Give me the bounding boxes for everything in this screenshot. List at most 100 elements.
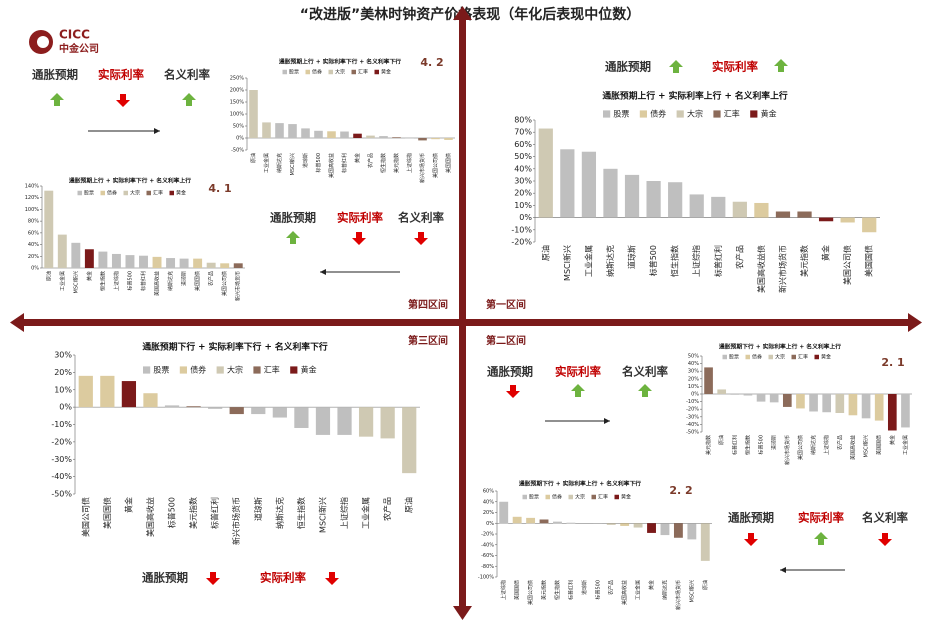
bar: [301, 128, 310, 138]
direction-arrow: [506, 385, 520, 398]
indicator-label: 实际利率: [260, 571, 306, 585]
x-tick-label: 标普500: [315, 153, 322, 173]
x-tick-label: 恒生指数: [296, 497, 306, 529]
y-tick-label: 50%: [514, 152, 532, 161]
indicator-label: 名义利率: [164, 68, 210, 82]
y-tick-label: 0%: [31, 266, 39, 272]
bar: [730, 394, 740, 395]
direction-arrow: [352, 232, 366, 245]
x-tick-label: 美国公司债: [221, 271, 228, 296]
y-tick-label: 10%: [688, 384, 699, 390]
chart-label: 4. 2: [420, 56, 443, 69]
legend-swatch: [814, 354, 819, 360]
indicator-label: 名义利率: [862, 511, 908, 525]
x-tick-label: 纳斯达克: [274, 497, 284, 529]
x-tick-label: 纳斯达克: [167, 271, 174, 291]
bar: [754, 202, 769, 218]
flow-head: [604, 418, 610, 424]
bar: [797, 211, 812, 218]
y-tick-label: -20%: [511, 238, 532, 247]
y-tick-label: -30%: [686, 414, 699, 420]
legend-label: 大宗: [687, 109, 703, 119]
bar: [392, 137, 401, 138]
direction-arrow: [116, 94, 130, 107]
y-tick-label: 0%: [691, 392, 699, 398]
bar: [861, 394, 871, 419]
chart-label: 2. 2: [669, 484, 692, 497]
chart-title: 通胀预期上行 + 实际利率上行 + 名义利率上行: [602, 90, 788, 102]
y-tick-label: 100%: [230, 112, 245, 118]
y-tick-label: 0%: [236, 136, 244, 142]
x-tick-label: 原油: [404, 497, 414, 513]
legend-label: 债券: [312, 69, 322, 76]
bar: [444, 138, 453, 140]
logo-subtext: 中金公司: [59, 42, 99, 55]
bar: [179, 258, 189, 268]
bar: [756, 394, 766, 402]
x-tick-label: 工业金属: [263, 153, 270, 173]
x-tick-label: 标普500: [648, 245, 658, 276]
x-tick-label: 美国公司债: [527, 580, 534, 605]
indicator-label: 通胀预期: [728, 511, 774, 525]
legend-label: 大宗: [575, 494, 585, 501]
chart-title: 通胀预期上行 + 实际利率下行 + 名义利率上行: [69, 177, 191, 185]
y-tick-label: 120%: [25, 195, 40, 201]
x-tick-label: 美国国债: [514, 580, 521, 600]
y-tick-label: 20%: [483, 510, 494, 516]
x-tick-label: MSCI新兴: [562, 245, 572, 281]
y-tick-label: -40%: [481, 542, 494, 548]
y-tick-label: 50%: [688, 354, 699, 360]
x-tick-label: MSCI新兴: [289, 153, 296, 175]
bar: [337, 407, 352, 435]
x-tick-label: 美国公司债: [842, 245, 852, 285]
bar: [782, 394, 792, 407]
legend-label: 股票: [289, 70, 299, 76]
x-tick-label: 原油: [45, 271, 52, 281]
chart-title: 通胀预期下行 + 实际利率下行 + 名义利率下行: [142, 341, 328, 353]
x-tick-label: 农产品: [208, 271, 215, 286]
legend-label: 债券: [650, 109, 666, 119]
bar: [620, 523, 630, 526]
bar: [315, 407, 331, 435]
x-tick-label: 黄金: [648, 580, 655, 590]
bar: [732, 201, 747, 218]
legend-label: 大宗: [130, 190, 140, 197]
y-tick-label: 80%: [514, 116, 532, 125]
x-tick-label: 美国高收益: [849, 435, 856, 460]
legend-swatch: [639, 110, 647, 118]
legend-label: 黄金: [621, 494, 631, 501]
bar: [704, 367, 713, 394]
x-tick-label: 道琼斯: [627, 245, 637, 269]
bar: [111, 253, 121, 268]
bar: [809, 394, 818, 412]
direction-arrow: [571, 384, 585, 397]
bar: [603, 168, 618, 218]
x-tick-label: 工业金属: [902, 435, 909, 455]
legend-label: 大宗: [335, 69, 345, 76]
quadrant-label: 第二区间: [486, 334, 526, 347]
bar: [717, 389, 727, 394]
legend-label: 债券: [107, 190, 117, 197]
x-tick-label: 原油: [718, 435, 725, 445]
y-tick-label: -80%: [481, 564, 494, 570]
chart-title: 通胀预期下行 + 实际利率上行 + 名义利率上行: [719, 343, 841, 351]
legend-swatch: [305, 69, 310, 75]
x-tick-label: 道琼斯: [253, 497, 263, 521]
bar: [901, 394, 910, 428]
indicator-label: 实际利率: [798, 511, 844, 525]
legend-swatch: [216, 366, 224, 374]
bar: [78, 375, 93, 408]
x-tick-label: 恒生指数: [554, 580, 561, 600]
x-tick-label: 标普500: [594, 580, 601, 600]
bar: [125, 255, 135, 268]
y-tick-label: 80%: [28, 219, 39, 225]
flow-head: [780, 567, 786, 573]
legend-label: 黄金: [301, 365, 317, 375]
bar: [251, 407, 266, 415]
bar: [606, 523, 616, 525]
x-tick-label: 新兴市场货币: [784, 435, 791, 465]
x-tick-label: 新兴市场货币: [419, 153, 426, 183]
quadrant-label: 第一区间: [486, 298, 526, 311]
x-tick-label: 纳斯达克: [276, 153, 283, 173]
bar: [262, 122, 271, 138]
